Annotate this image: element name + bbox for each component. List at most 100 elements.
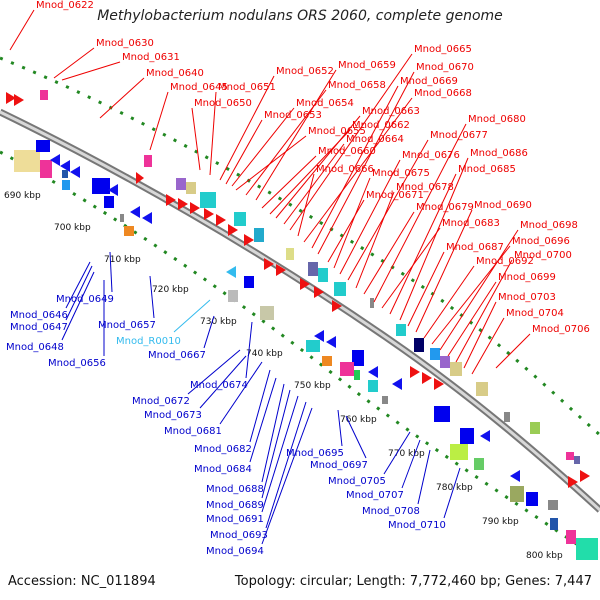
- gene-arrow: [410, 366, 420, 378]
- forward-gene-label: Mnod_0698: [520, 220, 578, 231]
- gene-block: [306, 340, 320, 352]
- gene-block: [434, 406, 450, 422]
- gene-arrow: [510, 470, 520, 482]
- gene-block: [382, 396, 388, 404]
- reverse-gene-label: Mnod_0684: [194, 464, 252, 475]
- leader-line: [496, 334, 530, 368]
- gene-block: [62, 170, 68, 178]
- gene-block: [40, 160, 52, 178]
- gene-block: [530, 422, 540, 434]
- gene-arrow: [392, 378, 402, 390]
- gene-arrow: [480, 430, 490, 442]
- forward-gene-label: Mnod_0659: [338, 60, 396, 71]
- gene-block: [176, 178, 186, 190]
- leader-line: [150, 92, 168, 150]
- kbp-label: 800 kbp: [526, 551, 563, 561]
- gene-block: [120, 214, 124, 222]
- forward-gene-label: Mnod_0650: [194, 98, 252, 109]
- leader-line: [66, 266, 92, 320]
- forward-gene-label: Mnod_0699: [498, 272, 556, 283]
- kbp-label: 770 kbp: [388, 449, 425, 459]
- leader-line: [334, 178, 370, 268]
- forward-gene-label: Mnod_0654: [296, 98, 354, 109]
- gene-block: [566, 530, 576, 544]
- forward-gene-label: Mnod_0680: [468, 114, 526, 125]
- leader-line: [266, 402, 306, 528]
- leader-line: [232, 108, 294, 186]
- leader-line: [298, 174, 314, 236]
- forward-gene-label: Mnod_0675: [372, 168, 430, 179]
- gene-block: [186, 182, 196, 194]
- forward-gene-label: Mnod_0706: [532, 324, 590, 335]
- reverse-gene-label: Mnod_0648: [6, 342, 64, 353]
- forward-gene-label: Mnod_0677: [430, 130, 488, 141]
- leader-line: [250, 378, 276, 462]
- gene-block: [200, 192, 216, 208]
- gene-block: [414, 338, 424, 352]
- reverse-gene-label: Mnod_0707: [346, 490, 404, 501]
- forward-gene-label: Mnod_0665: [414, 44, 472, 55]
- leader-line: [220, 362, 262, 424]
- forward-gene-label: Mnod_0658: [328, 80, 386, 91]
- leader-line: [328, 200, 364, 262]
- reverse-gene-label: Mnod_0705: [328, 476, 386, 487]
- gene-block: [340, 362, 354, 376]
- leader-line: [150, 276, 154, 318]
- leader-line: [444, 468, 460, 518]
- gene-block: [14, 150, 40, 172]
- leader-line: [402, 440, 420, 488]
- gene-block: [510, 486, 524, 502]
- leader-line: [10, 10, 34, 50]
- gene-block: [62, 180, 70, 190]
- kbp-label: 760 kbp: [340, 415, 377, 425]
- forward-gene-label: Mnod_0662: [352, 120, 410, 131]
- gene-block: [40, 90, 48, 100]
- leader-line: [382, 228, 440, 308]
- gene-block: [526, 492, 538, 506]
- forward-gene-label: Mnod_0700: [514, 250, 572, 261]
- gene-block: [460, 428, 474, 444]
- gene-block: [450, 444, 468, 460]
- gene-block: [144, 155, 152, 167]
- leader-line: [192, 108, 200, 170]
- gene-block: [548, 500, 558, 510]
- gene-block: [334, 282, 346, 296]
- gene-block: [286, 248, 294, 260]
- gene-block: [430, 348, 440, 360]
- gene-arrow: [216, 214, 226, 226]
- gene-block: [476, 382, 488, 396]
- kbp-label: 710 kbp: [104, 255, 141, 265]
- leader-line: [54, 48, 94, 78]
- reverse-gene-label: Mnod_0649: [56, 294, 114, 305]
- reverse-gene-label: Mnod_0672: [132, 396, 190, 407]
- forward-gene-label: Mnod_0670: [416, 62, 474, 73]
- gene-block: [504, 412, 510, 422]
- leader-line: [464, 302, 496, 368]
- gene-block: [450, 362, 462, 376]
- kbp-label: 720 kbp: [152, 285, 189, 295]
- forward-gene-label: Mnod_0696: [512, 236, 570, 247]
- reverse-gene-label: Mnod_0697: [310, 460, 368, 471]
- reverse-gene-label: Mnod_0694: [206, 546, 264, 557]
- gene-block: [260, 306, 274, 320]
- kbp-label: 700 kbp: [54, 223, 91, 233]
- gene-arrow: [368, 366, 378, 378]
- reverse-gene-label: Mnod_0646: [10, 310, 68, 321]
- forward-gene-label: Mnod_0690: [474, 200, 532, 211]
- forward-gene-label: Mnod_0704: [506, 308, 564, 319]
- kbp-label: 730 kbp: [200, 317, 237, 327]
- gene-arrow: [70, 166, 80, 178]
- forward-gene-label: Mnod_0678: [396, 182, 454, 193]
- gene-arrow: [422, 372, 432, 384]
- reverse-gene-label: Mnod_0673: [144, 410, 202, 421]
- leader-line: [174, 300, 210, 332]
- rna-gene-label: Mnod_R0010: [116, 336, 181, 347]
- leader-line: [340, 160, 400, 274]
- forward-gene-label: Mnod_0666: [316, 164, 374, 175]
- forward-gene-label: Mnod_0653: [264, 110, 322, 121]
- gene-block: [228, 290, 238, 302]
- gene-block: [244, 276, 254, 288]
- accession-text: Accession: NC_011894: [8, 574, 156, 589]
- gene-arrow: [244, 234, 254, 246]
- forward-gene-label: Mnod_0703: [498, 292, 556, 303]
